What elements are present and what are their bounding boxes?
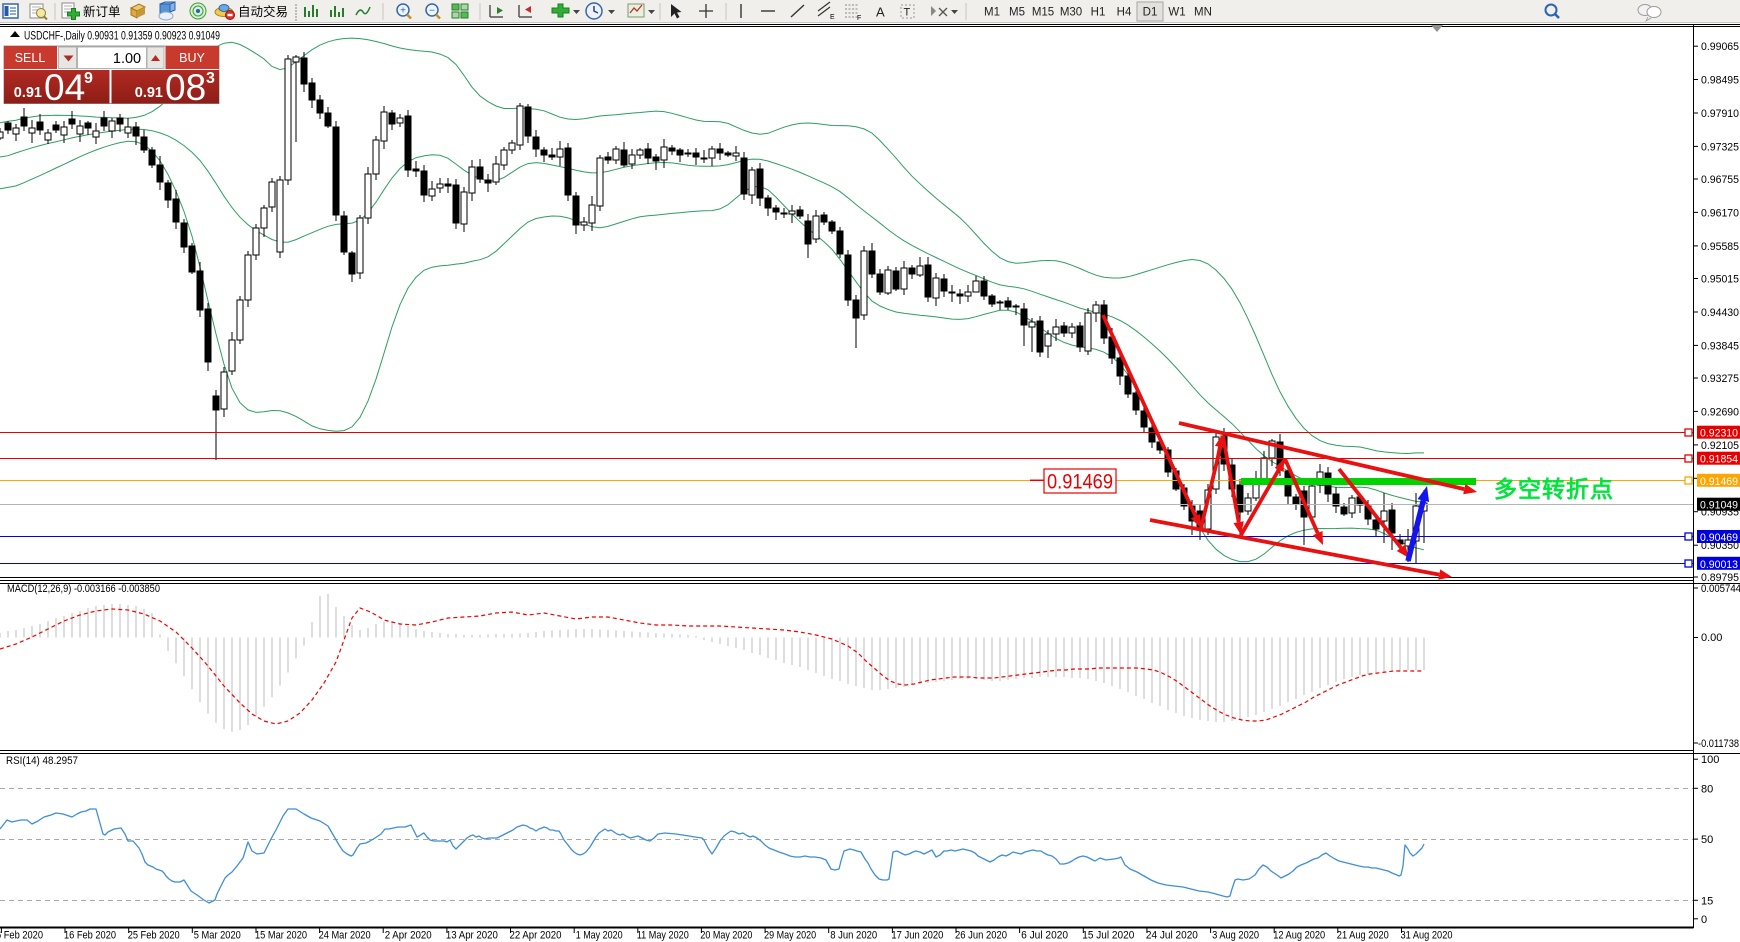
svg-text:0.92105: 0.92105 [1701, 440, 1739, 452]
svg-text:RSI(14) 48.2957: RSI(14) 48.2957 [6, 755, 78, 767]
svg-text:50: 50 [1701, 834, 1713, 846]
svg-text:F: F [857, 15, 861, 22]
svg-text:新订单: 新订单 [83, 4, 121, 19]
svg-text:0.92310: 0.92310 [1700, 428, 1738, 440]
svg-text:D1: D1 [1143, 7, 1158, 19]
svg-text:0.91049: 0.91049 [1700, 500, 1738, 512]
svg-text:−: − [429, 6, 435, 17]
svg-text:0.91: 0.91 [14, 85, 42, 101]
svg-text:15 Mar 2020: 15 Mar 2020 [255, 930, 307, 942]
svg-text:0.94430: 0.94430 [1701, 307, 1739, 319]
svg-text:0.93845: 0.93845 [1701, 340, 1739, 352]
svg-text:0.00: 0.00 [1701, 632, 1722, 644]
svg-text:25 Feb 2020: 25 Feb 2020 [128, 930, 180, 942]
svg-text:0.95585: 0.95585 [1701, 241, 1739, 253]
svg-text:2 Apr 2020: 2 Apr 2020 [385, 930, 432, 942]
svg-text:W1: W1 [1168, 7, 1185, 19]
svg-text:04: 04 [44, 67, 85, 108]
svg-text:0.98495: 0.98495 [1701, 75, 1739, 87]
svg-text:0.91469: 0.91469 [1047, 471, 1113, 494]
svg-text:-0.011738: -0.011738 [1698, 738, 1739, 750]
svg-text:22 Apr 2020: 22 Apr 2020 [510, 930, 562, 942]
svg-text:E: E [830, 14, 835, 21]
svg-text:13 Apr 2020: 13 Apr 2020 [446, 930, 498, 942]
svg-text:0.97325: 0.97325 [1701, 141, 1739, 153]
svg-text:3: 3 [206, 70, 215, 87]
svg-text:H4: H4 [1117, 7, 1132, 19]
svg-text:MACD(12,26,9) -0.003166 -0.003: MACD(12,26,9) -0.003166 -0.003850 [7, 583, 160, 595]
svg-text:9: 9 [84, 70, 93, 87]
svg-text:多空转折点: 多空转折点 [1494, 476, 1614, 502]
svg-text:0.91: 0.91 [135, 85, 163, 101]
svg-text:80: 80 [1701, 783, 1713, 795]
svg-text:15 Jul 2020: 15 Jul 2020 [1082, 930, 1134, 942]
svg-text:M5: M5 [1009, 7, 1025, 19]
svg-text:8 Jun 2020: 8 Jun 2020 [830, 930, 877, 942]
svg-text:0.93275: 0.93275 [1701, 373, 1739, 385]
svg-text:17 Jun 2020: 17 Jun 2020 [891, 930, 943, 942]
svg-text:0.91469: 0.91469 [1700, 476, 1738, 488]
svg-text:自动交易: 自动交易 [238, 4, 288, 19]
svg-text:08: 08 [165, 67, 206, 108]
svg-text:0.89795: 0.89795 [1701, 572, 1739, 584]
svg-text:M1: M1 [984, 7, 1000, 19]
svg-text:0.96170: 0.96170 [1701, 207, 1739, 219]
svg-text:21 Aug 2020: 21 Aug 2020 [1337, 930, 1389, 942]
svg-text:24 Mar 2020: 24 Mar 2020 [319, 930, 371, 942]
svg-text:H1: H1 [1091, 7, 1106, 19]
svg-text:M30: M30 [1060, 7, 1082, 19]
svg-text:6 Feb 2020: 6 Feb 2020 [0, 930, 43, 942]
svg-text:0.90013: 0.90013 [1700, 559, 1738, 571]
svg-text:24 Jul 2020: 24 Jul 2020 [1146, 930, 1198, 942]
svg-text:USDCHF-,Daily 0.90931 0.91359: USDCHF-,Daily 0.90931 0.91359 0.90923 0.… [24, 31, 220, 43]
svg-text:0.95015: 0.95015 [1701, 274, 1739, 286]
svg-text:0.90469: 0.90469 [1700, 532, 1738, 544]
svg-text:1.00: 1.00 [113, 51, 141, 67]
svg-text:100: 100 [1701, 754, 1719, 766]
svg-text:5 Mar 2020: 5 Mar 2020 [194, 930, 241, 942]
svg-text:31 Aug 2020: 31 Aug 2020 [1401, 930, 1453, 942]
svg-text:+: + [400, 6, 406, 17]
svg-text:16 Feb 2020: 16 Feb 2020 [64, 930, 116, 942]
svg-text:20 May 2020: 20 May 2020 [700, 930, 752, 942]
svg-text:6 Jul 2020: 6 Jul 2020 [1021, 930, 1068, 942]
svg-text:12 Aug 2020: 12 Aug 2020 [1273, 930, 1325, 942]
svg-text:BUY: BUY [179, 51, 205, 65]
svg-text:0.91854: 0.91854 [1700, 454, 1738, 466]
svg-text:26 Jun 2020: 26 Jun 2020 [955, 930, 1007, 942]
svg-text:SELL: SELL [15, 51, 46, 65]
svg-text:11 May 2020: 11 May 2020 [637, 930, 689, 942]
svg-text:0.005744: 0.005744 [1701, 583, 1740, 595]
svg-text:T: T [904, 7, 911, 19]
svg-text:3 Aug 2020: 3 Aug 2020 [1212, 930, 1259, 942]
svg-text:0.92690: 0.92690 [1701, 406, 1739, 418]
svg-text:M15: M15 [1032, 7, 1054, 19]
svg-text:29 May 2020: 29 May 2020 [764, 930, 816, 942]
svg-text:0.90350: 0.90350 [1701, 540, 1739, 552]
svg-text:0.97910: 0.97910 [1701, 108, 1739, 120]
svg-text:A: A [876, 5, 885, 20]
svg-text:1 May 2020: 1 May 2020 [576, 930, 623, 942]
svg-text:0.99065: 0.99065 [1701, 41, 1739, 53]
svg-text:MN: MN [1194, 7, 1212, 19]
svg-text:0: 0 [1701, 914, 1707, 926]
svg-text:0.96755: 0.96755 [1701, 174, 1739, 186]
svg-text:15: 15 [1701, 895, 1713, 907]
